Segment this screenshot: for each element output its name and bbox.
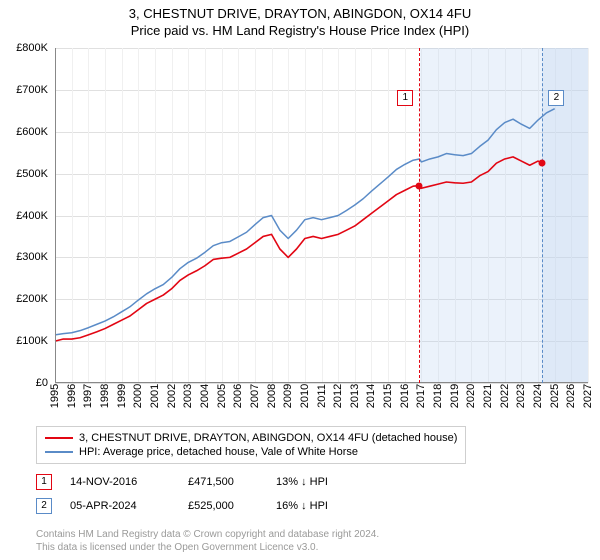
x-tick-label: 2018 bbox=[432, 384, 444, 408]
x-tick-label: 2024 bbox=[532, 384, 544, 408]
y-axis-line bbox=[55, 48, 56, 383]
x-tick-label: 2027 bbox=[582, 384, 594, 408]
y-tick-label: £200K bbox=[16, 293, 48, 305]
transaction-price: £471,500 bbox=[188, 476, 258, 488]
legend-label: HPI: Average price, detached house, Vale… bbox=[79, 446, 358, 458]
x-tick-label: 2008 bbox=[266, 384, 278, 408]
reference-line bbox=[542, 48, 543, 383]
x-axis: 1995199619971998199920002001200220032004… bbox=[55, 388, 588, 428]
transaction-row: 2 05-APR-2024 £525,000 16% ↓ HPI bbox=[36, 494, 376, 518]
transaction-date: 14-NOV-2016 bbox=[70, 476, 170, 488]
x-tick-label: 2021 bbox=[482, 384, 494, 408]
price-marker bbox=[539, 160, 546, 167]
transaction-diff: 16% ↓ HPI bbox=[276, 500, 376, 512]
footer-attribution: Contains HM Land Registry data © Crown c… bbox=[36, 529, 379, 554]
chart-title: 3, CHESTNUT DRIVE, DRAYTON, ABINGDON, OX… bbox=[0, 0, 600, 21]
legend-box: 3, CHESTNUT DRIVE, DRAYTON, ABINGDON, OX… bbox=[36, 426, 466, 464]
y-tick-label: £100K bbox=[16, 335, 48, 347]
x-tick-label: 2002 bbox=[166, 384, 178, 408]
legend-label: 3, CHESTNUT DRIVE, DRAYTON, ABINGDON, OX… bbox=[79, 432, 457, 444]
price-chart: { "title": "3, CHESTNUT DRIVE, DRAYTON, … bbox=[0, 0, 600, 560]
y-tick-label: £0 bbox=[36, 377, 48, 389]
x-tick-label: 2022 bbox=[499, 384, 511, 408]
x-tick-label: 2023 bbox=[515, 384, 527, 408]
x-tick-label: 2011 bbox=[316, 384, 328, 408]
x-tick-label: 2019 bbox=[449, 384, 461, 408]
reference-badge: 1 bbox=[397, 90, 413, 106]
x-tick-label: 2006 bbox=[232, 384, 244, 408]
transaction-badge: 2 bbox=[36, 498, 52, 514]
transaction-badge: 1 bbox=[36, 474, 52, 490]
transaction-diff: 13% ↓ HPI bbox=[276, 476, 376, 488]
x-tick-label: 2010 bbox=[299, 384, 311, 408]
y-tick-label: £800K bbox=[16, 42, 48, 54]
x-tick-label: 2009 bbox=[282, 384, 294, 408]
transaction-row: 1 14-NOV-2016 £471,500 13% ↓ HPI bbox=[36, 470, 376, 494]
series-line-hpi bbox=[55, 109, 555, 335]
plot-area: 12 bbox=[55, 48, 588, 383]
footer-line-2: This data is licensed under the Open Gov… bbox=[36, 542, 379, 555]
x-tick-label: 2020 bbox=[465, 384, 477, 408]
transaction-date: 05-APR-2024 bbox=[70, 500, 170, 512]
y-axis: £0£100K£200K£300K£400K£500K£600K£700K£80… bbox=[0, 48, 52, 383]
chart-svg bbox=[55, 48, 588, 383]
legend-item: HPI: Average price, detached house, Vale… bbox=[45, 445, 457, 459]
x-tick-label: 1995 bbox=[49, 384, 61, 408]
chart-subtitle: Price paid vs. HM Land Registry's House … bbox=[0, 21, 600, 38]
x-tick-label: 1996 bbox=[66, 384, 78, 408]
x-tick-label: 2016 bbox=[399, 384, 411, 408]
x-tick-label: 2015 bbox=[382, 384, 394, 408]
y-tick-label: £700K bbox=[16, 84, 48, 96]
x-tick-label: 2026 bbox=[565, 384, 577, 408]
x-tick-label: 2014 bbox=[365, 384, 377, 408]
legend-swatch bbox=[45, 437, 73, 439]
x-tick-label: 2025 bbox=[549, 384, 561, 408]
legend-swatch bbox=[45, 451, 73, 453]
x-tick-label: 2000 bbox=[132, 384, 144, 408]
x-tick-label: 2001 bbox=[149, 384, 161, 408]
x-tick-label: 1999 bbox=[116, 384, 128, 408]
x-tick-label: 2005 bbox=[216, 384, 228, 408]
transaction-table: 1 14-NOV-2016 £471,500 13% ↓ HPI 2 05-APR-202… bbox=[36, 470, 376, 518]
reference-badge: 2 bbox=[548, 90, 564, 106]
y-tick-label: £500K bbox=[16, 168, 48, 180]
y-tick-label: £300K bbox=[16, 251, 48, 263]
x-tick-label: 1998 bbox=[99, 384, 111, 408]
x-tick-label: 2007 bbox=[249, 384, 261, 408]
transaction-price: £525,000 bbox=[188, 500, 258, 512]
series-line-price_paid bbox=[55, 157, 542, 341]
price-marker bbox=[416, 182, 423, 189]
x-tick-label: 2013 bbox=[349, 384, 361, 408]
x-tick-label: 2017 bbox=[415, 384, 427, 408]
x-tick-label: 1997 bbox=[82, 384, 94, 408]
gridline-v bbox=[588, 48, 589, 383]
footer-line-1: Contains HM Land Registry data © Crown c… bbox=[36, 529, 379, 542]
x-tick-label: 2004 bbox=[199, 384, 211, 408]
x-tick-label: 2003 bbox=[182, 384, 194, 408]
reference-line bbox=[419, 48, 420, 383]
x-tick-label: 2012 bbox=[332, 384, 344, 408]
y-tick-label: £400K bbox=[16, 210, 48, 222]
legend-item: 3, CHESTNUT DRIVE, DRAYTON, ABINGDON, OX… bbox=[45, 431, 457, 445]
y-tick-label: £600K bbox=[16, 126, 48, 138]
